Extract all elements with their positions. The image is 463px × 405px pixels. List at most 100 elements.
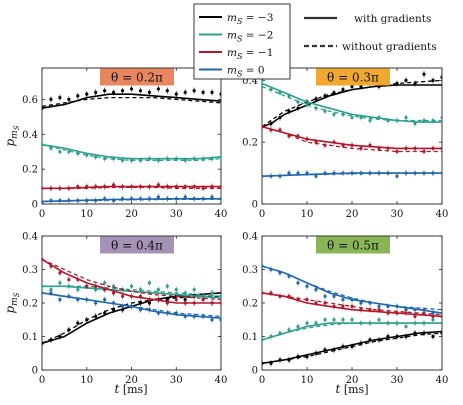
data-point [85, 298, 89, 302]
data-point [129, 294, 134, 298]
data-point [219, 318, 221, 322]
data-point [165, 284, 169, 288]
y-tick-label: 0.6 [22, 95, 38, 106]
data-point [368, 301, 372, 305]
y-axis-label-var: p [3, 306, 17, 314]
data-point [58, 150, 62, 154]
data-point [103, 311, 107, 315]
data-point [67, 277, 71, 282]
data-point [422, 149, 426, 154]
data-point [147, 301, 151, 305]
legend-entry-sub: S [237, 52, 243, 61]
data-point [305, 355, 309, 359]
y-tick-label: 0.4 [242, 232, 258, 243]
data-point [165, 184, 169, 189]
data-point [94, 90, 98, 95]
data-point [103, 89, 107, 93]
data-point [269, 122, 273, 126]
data-point [67, 150, 71, 154]
data-point [404, 308, 408, 312]
panel-title-bg [100, 68, 174, 86]
panel-title: θ = 0.5π [327, 239, 379, 253]
data-point [174, 288, 178, 292]
plot-area [42, 256, 221, 347]
with-gradients-line [262, 82, 442, 123]
plot-area [262, 263, 442, 367]
data-point [359, 84, 363, 89]
data-point [278, 115, 282, 120]
legend-entry-rest: = −3 [242, 12, 273, 24]
data-point [94, 314, 98, 318]
x-tick-label: 10 [80, 375, 93, 386]
data-point [174, 92, 178, 96]
data-point [210, 157, 214, 161]
data-point [287, 328, 291, 332]
data-point [147, 308, 151, 312]
data-point [377, 171, 381, 175]
data-point [174, 184, 178, 189]
data-point [156, 87, 160, 91]
data-point [262, 361, 264, 365]
with-gradients-line [262, 292, 442, 318]
y-tick-label: 0.2 [242, 138, 258, 149]
x-axis-label-var: t [115, 382, 120, 396]
data-point [192, 89, 196, 93]
data-point [332, 348, 336, 352]
x-tick-label: 40 [436, 375, 449, 386]
data-point [269, 88, 273, 92]
data-point [413, 321, 417, 325]
data-point [201, 314, 205, 318]
x-tick-label: 30 [391, 375, 404, 386]
data-point [42, 284, 44, 288]
data-point [350, 344, 354, 349]
data-point [359, 321, 363, 325]
data-point [278, 271, 282, 275]
panel-3: 0 10 20 30 40 0 0.1 0.2 0.3 0.4 θ = 0.4π [22, 232, 227, 387]
panel-title: θ = 0.2π [111, 71, 163, 85]
data-point [42, 106, 44, 110]
data-point [210, 195, 214, 199]
data-point [377, 308, 381, 312]
data-point [440, 146, 442, 150]
series-3 [262, 170, 442, 180]
data-point [147, 197, 151, 201]
data-point [305, 298, 309, 302]
legend-entry-sub: S [237, 70, 243, 79]
data-point [112, 157, 116, 161]
data-point [183, 195, 187, 199]
data-point [269, 128, 273, 132]
data-point [49, 288, 53, 292]
data-point [129, 284, 134, 288]
data-point [49, 338, 53, 342]
data-point [67, 294, 71, 298]
plot-area [262, 71, 442, 180]
data-point [219, 155, 221, 159]
series-3 [262, 263, 442, 317]
x-tick-label: 10 [80, 209, 93, 220]
data-point [147, 184, 151, 189]
data-point [323, 301, 327, 305]
data-point [219, 184, 221, 189]
data-point [76, 321, 80, 325]
y-tick-label: 0.1 [242, 332, 258, 343]
data-point [183, 90, 187, 95]
data-point [58, 186, 62, 190]
data-point [183, 314, 187, 318]
series-1 [262, 316, 442, 343]
legend-entry-sub: S [237, 17, 243, 26]
series-3 [42, 289, 221, 323]
panel-title-bg [100, 236, 174, 254]
x-tick-label: 0 [259, 209, 265, 220]
data-point [76, 277, 80, 282]
data-point [332, 112, 336, 116]
data-point [413, 331, 417, 335]
data-point [350, 171, 354, 175]
data-point [85, 92, 89, 96]
x-axis-label-unit: [ms] [340, 383, 368, 396]
data-point [147, 157, 151, 161]
data-point [85, 284, 89, 288]
legend-style-entry: with gradients [354, 13, 431, 25]
legend-entry-var: m [227, 12, 237, 24]
data-point [332, 91, 336, 95]
